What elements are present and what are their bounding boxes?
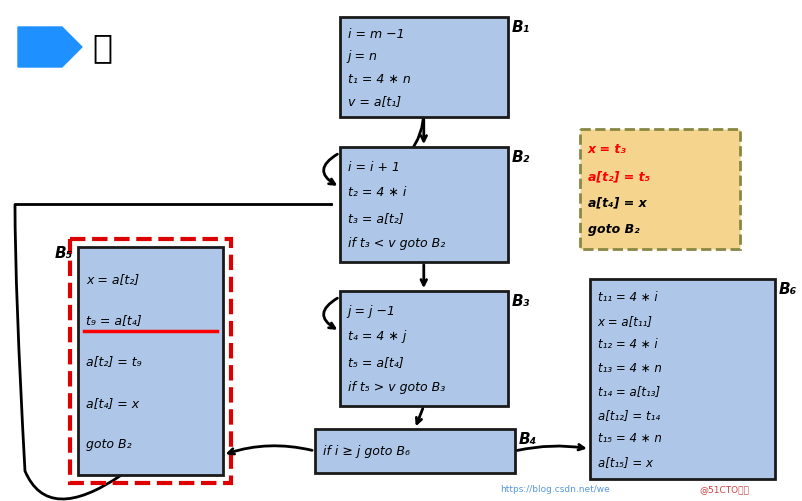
Text: goto B₂: goto B₂: [86, 437, 132, 450]
Bar: [78, 247, 223, 475]
Text: i = m −1: i = m −1: [348, 28, 404, 41]
Text: t₄ = 4 ∗ j: t₄ = 4 ∗ j: [348, 330, 406, 343]
FancyArrowPatch shape: [15, 205, 332, 499]
Text: if t₃ < v goto B₂: if t₃ < v goto B₂: [348, 237, 445, 250]
Text: B₄: B₄: [519, 431, 537, 446]
Text: x = t₃: x = t₃: [588, 143, 626, 156]
Text: t₃ = a[t₂]: t₃ = a[t₂]: [348, 211, 403, 224]
Text: t₉ = a[t₄]: t₉ = a[t₄]: [86, 314, 142, 326]
Text: v = a[t₁]: v = a[t₁]: [348, 95, 401, 108]
Text: B₃: B₃: [512, 294, 530, 309]
Text: a[t₄] = x: a[t₄] = x: [86, 396, 139, 409]
Text: t₅ = a[t₄]: t₅ = a[t₄]: [348, 355, 403, 368]
Bar: [340, 292, 508, 406]
Text: a[t₄] = x: a[t₄] = x: [588, 196, 646, 209]
Text: B₅: B₅: [55, 245, 73, 261]
Text: j = j −1: j = j −1: [348, 304, 396, 317]
Polygon shape: [18, 28, 82, 68]
Text: x = a[t₁₁]: x = a[t₁₁]: [597, 314, 653, 327]
Text: x = a[t₂]: x = a[t₂]: [86, 272, 139, 285]
Text: t₁₂ = 4 ∗ i: t₁₂ = 4 ∗ i: [597, 338, 658, 351]
Text: a[t₂] = t₉: a[t₂] = t₉: [86, 355, 142, 368]
Text: t₁₄ = a[t₁₃]: t₁₄ = a[t₁₃]: [597, 384, 660, 397]
Text: t₁₁ = 4 ∗ i: t₁₁ = 4 ∗ i: [597, 291, 658, 304]
Bar: [340, 18, 508, 118]
Text: a[t₁₂] = t₁₄: a[t₁₂] = t₁₄: [597, 408, 660, 421]
Text: a[t₁₅] = x: a[t₁₅] = x: [597, 455, 653, 468]
Bar: [340, 148, 508, 263]
Text: t₁₃ = 4 ∗ n: t₁₃ = 4 ∗ n: [597, 361, 662, 374]
Text: a[t₂] = t₅: a[t₂] = t₅: [588, 170, 650, 183]
Text: if i ≥ j goto B₆: if i ≥ j goto B₆: [323, 444, 410, 457]
Bar: [70, 239, 231, 483]
Text: B₂: B₂: [512, 150, 530, 165]
Text: B₆: B₆: [779, 282, 797, 297]
Text: j = n: j = n: [348, 50, 378, 63]
Bar: [315, 429, 515, 473]
Text: t₁ = 4 ∗ n: t₁ = 4 ∗ n: [348, 73, 411, 86]
Text: i = i + 1: i = i + 1: [348, 160, 400, 173]
Text: t₂ = 4 ∗ i: t₂ = 4 ∗ i: [348, 186, 406, 199]
Text: if t₅ > v goto B₃: if t₅ > v goto B₃: [348, 381, 445, 394]
Bar: [580, 130, 739, 249]
Text: 例: 例: [92, 32, 112, 64]
Text: B₁: B₁: [512, 20, 530, 35]
Text: https://blog.csdn.net/we: https://blog.csdn.net/we: [500, 484, 610, 493]
Text: goto B₂: goto B₂: [588, 223, 639, 236]
Text: @51CTO博客: @51CTO博客: [699, 484, 750, 493]
Bar: [589, 280, 775, 479]
Text: t₁₅ = 4 ∗ n: t₁₅ = 4 ∗ n: [597, 431, 662, 444]
